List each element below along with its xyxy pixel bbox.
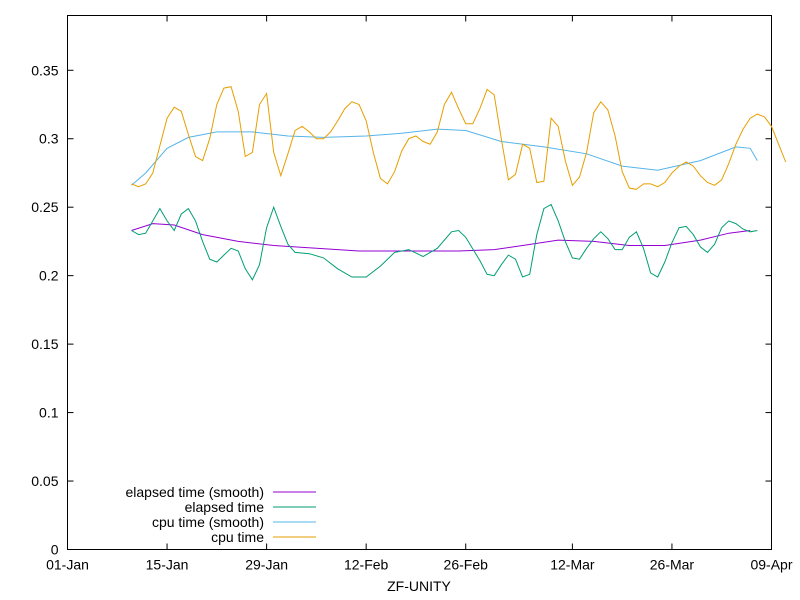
legend-label: cpu time (smooth) [152,514,264,530]
y-tick-label: 0.05 [31,473,58,489]
y-tick-label: 0.3 [39,131,59,147]
x-axis: 01-Jan 15-Jan 29-Jan 12-Feb 26-Feb 12-Mar 26-M… [46,15,793,573]
y-tick-label: 0.1 [39,405,59,421]
legend-label: elapsed time (smooth) [125,484,264,500]
series-line-elapsed-time [131,203,758,281]
x-tick-label: 09-Apr [750,557,792,573]
y-tick-label: 0.15 [31,336,58,352]
x-tick-label: 15-Jan [146,557,189,573]
series-line-elapsed-time-smooth [131,223,751,252]
series-line-cpu-time [131,86,787,190]
x-tick-label: 12-Mar [550,557,595,573]
y-axis: 0 0.05 0.1 0.15 0.2 0.25 0.3 0.35 [31,62,772,558]
series-line-cpu-time-smooth [131,128,758,186]
y-tick-label: 0.25 [31,199,58,215]
y-tick-label: 0.2 [39,268,59,284]
series-lines [131,86,787,281]
x-tick-label: 01-Jan [46,557,89,573]
legend-label: elapsed time [185,499,265,515]
y-tick-label: 0.35 [31,62,58,78]
x-axis-label: ZF-UNITY [387,578,451,594]
x-tick-label: 29-Jan [245,557,288,573]
y-tick-label: 0 [51,542,59,558]
plot-frame [67,15,772,550]
x-tick-label: 12-Feb [344,557,389,573]
legend-label: cpu time [211,529,264,545]
x-tick-label: 26-Feb [444,557,489,573]
x-tick-label: 26-Mar [650,557,695,573]
